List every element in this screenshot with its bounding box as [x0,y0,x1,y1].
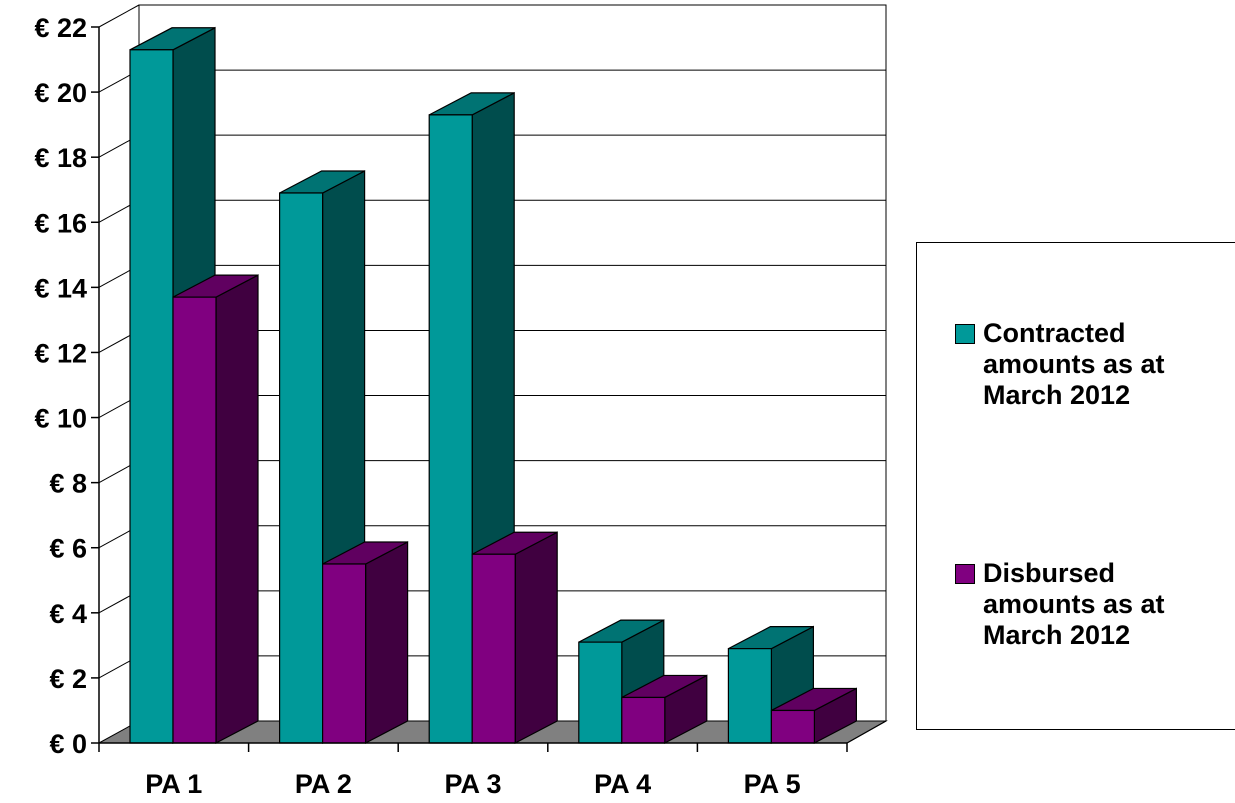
legend-swatch-disbursed [955,564,975,584]
y-tick-label: € 6 [49,534,87,564]
bar-front-face [428,114,473,744]
bar-disbursed [172,274,259,744]
bar-side-face [365,541,409,744]
bar-front-face [279,192,324,744]
chart-axes [91,26,887,752]
bar-front-face [471,553,516,744]
bar-side-face [215,274,259,744]
y-tick-label: € 10 [34,404,87,434]
y-tick-label: € 14 [34,273,87,303]
x-category-label: PA 5 [744,769,801,799]
legend-item-disbursed: Disbursed amounts as at March 2012 [955,558,1223,651]
legend-label-contracted: Contracted amounts as at March 2012 [983,318,1165,410]
y-tick-label: € 16 [34,208,87,238]
bar-disbursed [621,674,708,744]
y-tick-label: € 20 [34,78,87,108]
y-tick-label: € 8 [49,469,87,499]
legend-label-disbursed: Disbursed amounts as at March 2012 [983,558,1165,650]
y-tick-label: € 18 [34,143,87,173]
bar-front-face [322,563,367,744]
bar-disbursed [322,541,409,744]
floor-edge [846,720,887,744]
x-category-label: PA 2 [295,769,352,799]
chart-bars [129,26,858,744]
bar-side-face [514,531,558,744]
bar-front-face [578,641,623,744]
y-axis-tick-labels: € 0 € 2 € 4 € 6 € 8 € 10 € 12 € 14 € 16 € 18 € 20 €… [34,13,87,759]
x-category-label: PA 3 [444,769,501,799]
legend-item-contracted: Contracted amounts as at March 2012 [955,318,1223,411]
x-category-label: PA 1 [145,769,202,799]
bar-disbursed [770,687,858,744]
x-axis-category-labels: PA 1 PA 2 PA 3 PA 4 PA 5 [145,769,800,799]
x-category-label: PA 4 [594,769,651,799]
bar-disbursed [471,531,558,744]
y-tick-label: € 0 [49,729,87,759]
y-tick-label: € 22 [34,13,87,43]
y-tick-label: € 2 [49,664,87,694]
side-gridline [98,4,140,28]
bar-front-face [727,648,773,744]
bar-front-face [770,709,816,744]
y-tick-label: € 12 [34,338,87,368]
legend-swatch-contracted [955,324,975,344]
y-tick-label: € 4 [49,599,87,629]
bar-front-face [129,49,174,744]
bar-front-face [172,296,217,744]
bar-front-face [621,696,666,744]
chart-legend: Contracted amounts as at March 2012 Disb… [916,242,1235,730]
